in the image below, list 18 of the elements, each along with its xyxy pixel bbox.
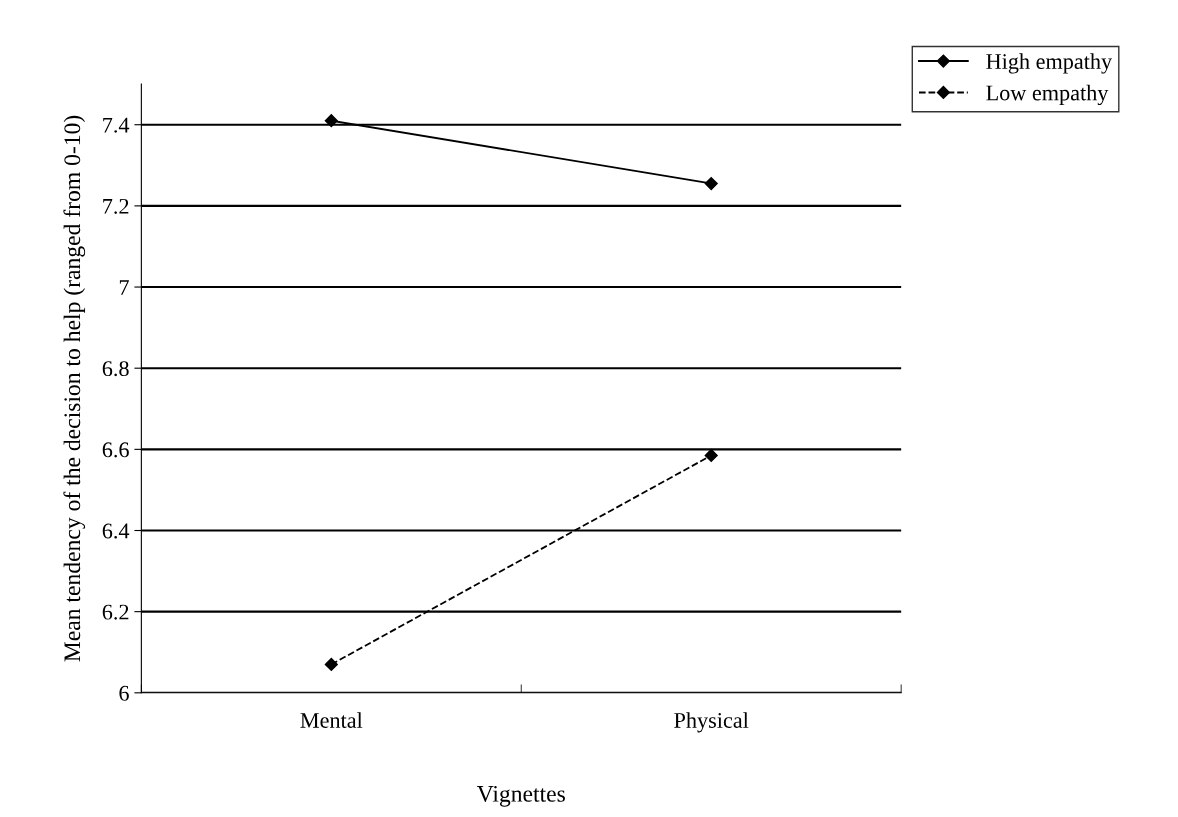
point [704,448,718,463]
legend-label: Low empathy [986,84,1109,106]
y-axis-title: Mean tendency of the decision to help (ranged from 0-10) [63,115,86,662]
y-tick-label: 6.2 [102,604,129,620]
x-tick-label: Mental [300,712,363,728]
x-tick-label: Physical [674,712,749,733]
y-tick-label: 6 [119,685,129,701]
y-tick-label: 7 [119,280,129,295]
x-axis-title: Vignettes [476,785,565,807]
point [704,176,718,191]
y-tick-label: 6.6 [102,442,129,458]
point [324,657,338,671]
y-tick-label: 7.4 [103,117,130,133]
point [324,114,338,128]
y-tick-label: 6.4 [102,523,130,539]
y-tick-label: 6.8 [102,361,129,377]
y-tick-label: 7.2 [103,198,129,214]
legend-label: High empathy [986,53,1113,74]
